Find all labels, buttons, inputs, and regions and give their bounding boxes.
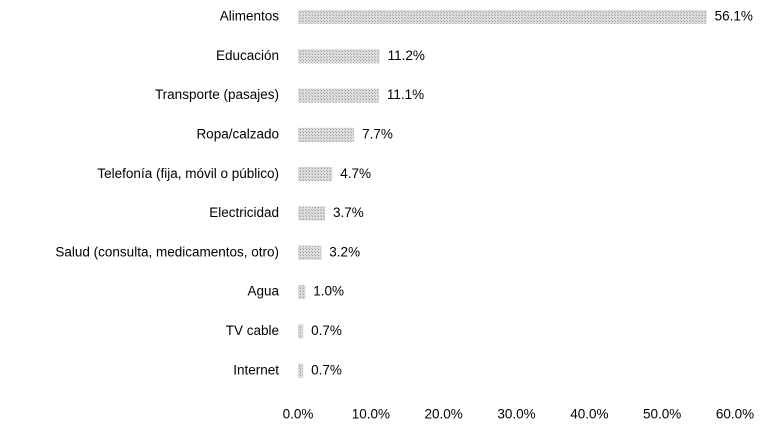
- x-tick-label: 50.0%: [643, 407, 681, 422]
- bar-texture: [298, 88, 379, 103]
- bar-texture: [298, 167, 333, 182]
- y-tick-label: Salud (consulta, medicamentos, otro): [55, 244, 279, 259]
- data-label: 0.7%: [311, 323, 342, 338]
- bar-texture: [298, 363, 304, 378]
- bar-texture: [298, 245, 322, 260]
- y-tick-label: Internet: [233, 362, 279, 377]
- data-label: 11.2%: [388, 48, 425, 63]
- data-label: 3.7%: [333, 205, 364, 220]
- y-tick-label: Educación: [216, 48, 279, 63]
- data-label: 7.7%: [362, 126, 393, 141]
- y-tick-label: TV cable: [226, 323, 279, 338]
- x-tick-label: 0.0%: [283, 407, 314, 422]
- bar-texture: [298, 127, 355, 142]
- x-tick-label: 60.0%: [716, 407, 754, 422]
- data-label: 56.1%: [715, 9, 753, 24]
- y-tick-label: Agua: [247, 284, 279, 299]
- y-tick-label: Electricidad: [209, 205, 279, 220]
- y-tick-label: Transporte (pasajes): [155, 87, 279, 102]
- x-tick-label: 20.0%: [425, 407, 463, 422]
- bar-texture: [298, 206, 325, 221]
- data-label: 3.2%: [329, 244, 360, 259]
- bar-texture: [298, 324, 304, 339]
- bar-texture: [298, 285, 306, 300]
- data-label: 0.7%: [311, 362, 342, 377]
- x-tick-label: 30.0%: [497, 407, 535, 422]
- x-tick-label: 40.0%: [570, 407, 608, 422]
- y-tick-label: Telefonía (fija, móvil o público): [97, 166, 279, 181]
- x-tick-label: 10.0%: [352, 407, 390, 422]
- y-tick-label: Alimentos: [220, 9, 280, 24]
- data-label: 4.7%: [340, 166, 371, 181]
- data-label: 1.0%: [313, 284, 344, 299]
- bar-texture: [298, 49, 380, 64]
- data-label: 11.1%: [387, 87, 424, 102]
- y-tick-label: Ropa/calzado: [196, 126, 279, 141]
- bar-texture: [298, 10, 707, 24]
